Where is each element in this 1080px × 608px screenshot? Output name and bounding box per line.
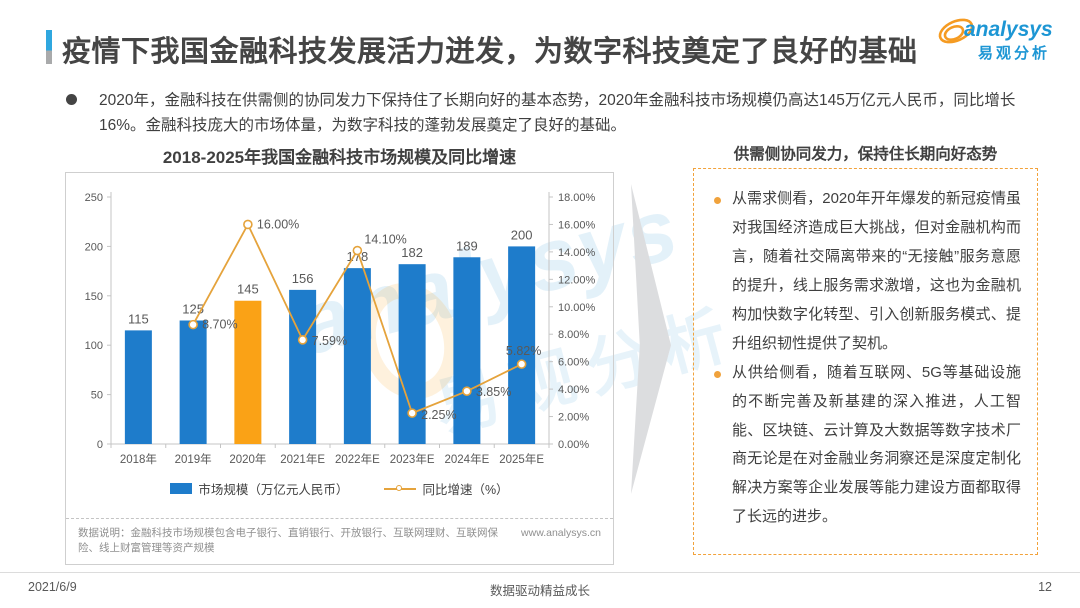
growth-point	[516, 359, 527, 369]
legend-item-bar: 市场规模（万亿元人民币）	[170, 479, 348, 498]
footer-date: 2021/6/9	[28, 580, 77, 594]
right-axis-tick-label: 0.00%	[558, 439, 589, 451]
title-accent-bar	[46, 30, 52, 64]
summary-block: 2020年，金融科技在供需侧的协同发力下保持住了长期向好的基本态势，2020年金…	[66, 88, 1018, 138]
right-axis-tick-label: 14.00%	[558, 247, 596, 259]
insight-item-demand: 从需求侧看，2020年开年爆发的新冠疫情虽对我国经济造成巨大挑战，但对金融机构而…	[712, 185, 1021, 359]
bar-value-label: 145	[237, 282, 259, 297]
bar-2022年E	[343, 268, 371, 444]
bar-value-label: 200	[511, 227, 533, 242]
right-arrow-shape	[631, 184, 671, 494]
right-axis-tick-label: 10.00%	[558, 302, 596, 314]
growth-value-label: 3.85%	[476, 385, 511, 399]
page-title: 疫情下我国金融科技发展活力迸发，为数字科技奠定了良好的基础	[62, 36, 918, 68]
left-axis-tick-label: 50	[91, 390, 103, 402]
bar-value-label: 182	[401, 245, 423, 260]
chart-card: 0 50 100 150 200 250 0.00% 2.00% 4.00% 6.00% 8.00%…	[65, 172, 614, 565]
bar-value-label: 115	[128, 311, 149, 326]
footnote-text: 数据说明：金融科技市场规模包含电子银行、直销银行、开放银行、互联网理财、互联网保…	[78, 527, 498, 555]
x-axis-category-label: 2018年	[120, 452, 157, 466]
bullet-dot-icon	[66, 94, 77, 105]
x-axis-category-label: 2023年E	[390, 452, 435, 466]
bar-2018年	[124, 330, 152, 444]
growth-value-label: 7.59%	[312, 334, 347, 348]
right-axis-tick-label: 4.00%	[558, 384, 589, 396]
chart-title: 2018-2025年我国金融科技市场规模及同比增速	[162, 148, 517, 167]
slide-footer: 2021/6/9 数据驱动精益成长 12	[0, 572, 1080, 608]
left-axis-tick-label: 100	[85, 340, 103, 352]
growth-point	[352, 245, 363, 256]
right-axis-tick-label: 18.00%	[558, 192, 596, 204]
growth-value-label: 8.70%	[202, 318, 237, 332]
bar-value-label: 189	[456, 238, 478, 253]
legend-bar-swatch-icon	[170, 483, 193, 494]
x-axis-category-label: 2020年	[229, 452, 266, 466]
growth-point	[188, 319, 198, 330]
right-axis-tick-label: 6.00%	[558, 357, 589, 369]
footer-slogan: 数据驱动精益成长	[489, 584, 590, 598]
insight-list: 从需求侧看，2020年开年爆发的新冠疫情虽对我国经济造成巨大挑战，但对金融机构而…	[712, 185, 1021, 532]
logo-brand-cn-text: 易观分析	[978, 45, 1051, 62]
summary-text: 2020年，金融科技在供需侧的协同发力下保持住了长期向好的基本态势，2020年金…	[99, 92, 1016, 135]
x-axis-category-label: 2021年E	[280, 452, 325, 466]
insight-item-supply: 从供给侧看，随着互联网、5G等基础设施的不断完善及新基建的深入推进，人工智能、区…	[712, 359, 1021, 533]
bar-2019年	[179, 320, 207, 444]
right-axis-tick-label: 8.00%	[558, 329, 589, 341]
growth-point	[297, 335, 308, 345]
left-axis-tick-label: 250	[85, 192, 103, 204]
analysys-logo: analysys 易观分析	[938, 12, 1066, 64]
x-axis-category-label: 2024年E	[444, 452, 489, 466]
panel-title: 供需侧协同发力，保持住长期向好态势	[733, 146, 998, 163]
bar-value-label: 125	[182, 302, 204, 317]
right-axis-tick-label: 16.00%	[558, 219, 596, 231]
growth-value-label: 16.00%	[257, 217, 299, 231]
bar-2024年E	[453, 257, 481, 444]
bar-2025年E	[508, 246, 536, 444]
bar-2021年E	[289, 289, 317, 444]
left-axis-tick-label: 150	[85, 291, 103, 303]
x-axis-category-label: 2025年E	[499, 452, 544, 466]
insight-panel: 从需求侧看，2020年开年爆发的新冠疫情虽对我国经济造成巨大挑战，但对金融机构而…	[693, 168, 1038, 555]
legend-line-swatch-icon	[384, 484, 417, 494]
logo-brand-text: analysys	[964, 18, 1053, 41]
bar-2020年	[234, 300, 262, 444]
left-axis-tick-label: 200	[85, 241, 103, 253]
market-size-growth-chart: 0 50 100 150 200 250 0.00% 2.00% 4.00% 6.00% 8.00%…	[85, 192, 596, 466]
chart-footnote: 数据说明：金融科技市场规模包含电子银行、直销银行、开放银行、互联网理财、互联网保…	[66, 518, 613, 564]
chart-legend: 市场规模（万亿元人民币） 同比增速（%）	[66, 479, 613, 498]
x-axis-category-label: 2019年	[175, 452, 212, 466]
x-axis-category-label: 2022年E	[335, 452, 380, 466]
growth-point	[462, 386, 472, 396]
right-axis-tick-label: 2.00%	[558, 412, 589, 424]
growth-value-label: 2.25%	[421, 408, 456, 422]
footer-page-number: 12	[1038, 580, 1052, 594]
growth-value-label: 5.82%	[506, 344, 541, 358]
legend-bar-label: 市场规模（万亿元人民币）	[198, 483, 349, 497]
growth-point	[243, 219, 253, 230]
source-url-link[interactable]: www.analysys.cn	[521, 527, 601, 539]
legend-line-label: 同比增速（%）	[422, 483, 509, 497]
left-axis-tick-label: 0	[97, 439, 103, 451]
growth-point	[407, 408, 417, 418]
bar-value-label: 156	[292, 271, 314, 286]
right-axis-tick-label: 12.00%	[558, 274, 596, 286]
growth-value-label: 14.10%	[364, 233, 406, 247]
legend-item-line: 同比增速（%）	[384, 479, 509, 498]
